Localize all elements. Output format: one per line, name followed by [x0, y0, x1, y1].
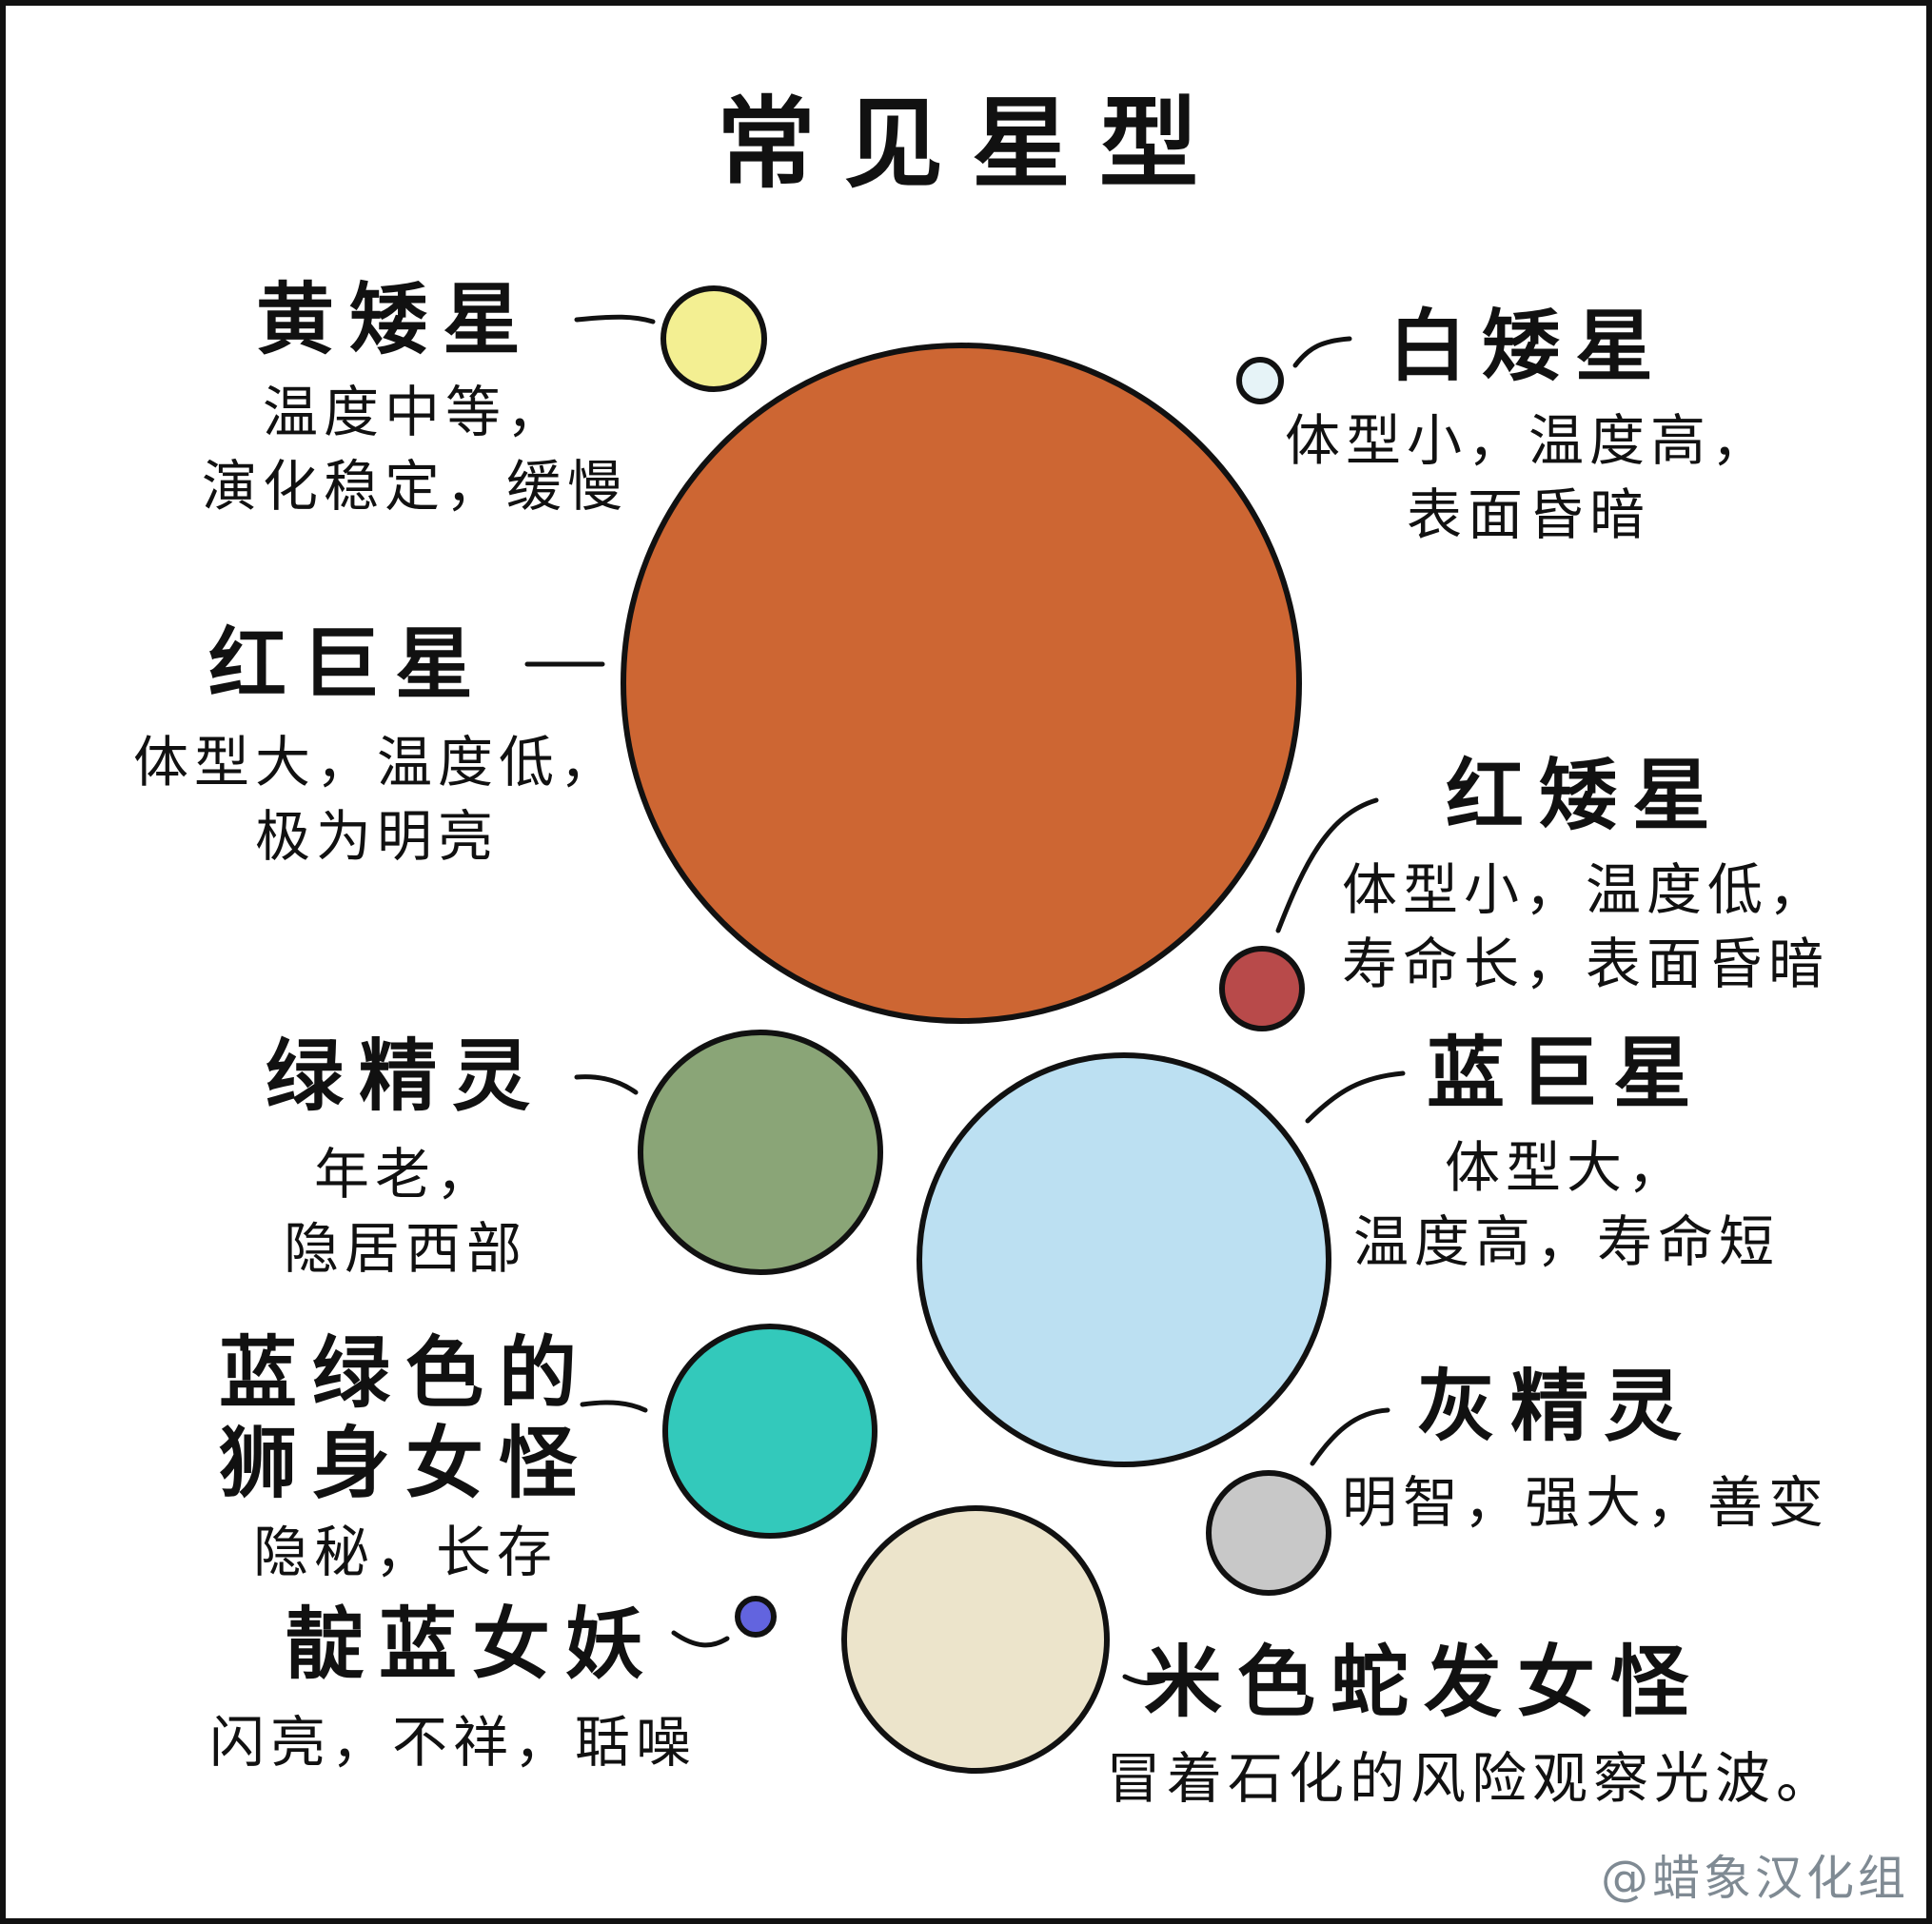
yellow-dwarf-leader: [574, 314, 656, 324]
white-dwarf-desc-1: 体型小，温度高，: [1284, 408, 1772, 473]
red-giant-circle: [621, 343, 1302, 1024]
red-giant-label: 红巨星 体型大，温度低， 极为明亮: [110, 626, 643, 874]
indigo-fairy-desc-1: 闪亮，不祥，聒噪: [208, 1710, 697, 1775]
blue-giant-desc-2: 温度高，寿命短: [1352, 1209, 1780, 1275]
beige-gorgon-label: 米色蛇发女怪 冒着石化的风险观察光波。: [1062, 1644, 1881, 1816]
green-elf-label: 绿精灵 年老， 隐居西部: [225, 1038, 586, 1286]
star-diagram: [524, 285, 1406, 1774]
white-dwarf-label: 白矮星 体型小，温度高， 表面昏暗: [1272, 308, 1785, 553]
yellow-dwarf-desc-1: 温度中等，: [262, 380, 567, 444]
teal-sphinx-circle: [662, 1324, 877, 1539]
credit-watermark: @蜡象汉化组: [1601, 1851, 1909, 1906]
red-giant-name: 红巨星: [207, 619, 488, 710]
white-dwarf-circle: [1236, 357, 1284, 404]
gray-elf-leader: [1310, 1407, 1390, 1466]
green-elf-desc-1: 年老，: [313, 1142, 497, 1207]
red-giant-desc-2: 极为明亮: [254, 804, 499, 870]
red-dwarf-desc-2: 寿命长，表面昏暗: [1341, 932, 1829, 997]
red-dwarf-circle: [1219, 946, 1305, 1031]
white-dwarf-name: 白矮星: [1388, 302, 1668, 392]
red-giant-desc-1: 体型大，温度低，: [132, 730, 621, 795]
beige-gorgon-leader: [1122, 1674, 1166, 1686]
yellow-dwarf-desc-2: 演化稳定，缓慢: [201, 454, 628, 520]
beige-gorgon-circle: [841, 1505, 1110, 1774]
blue-giant-desc-1: 体型大，: [1444, 1135, 1688, 1200]
blue-giant-label: 蓝巨星 体型大， 温度高，寿命短: [1329, 1035, 1804, 1280]
red-dwarf-name: 红矮星: [1445, 751, 1725, 841]
white-dwarf-desc-2: 表面昏暗: [1406, 482, 1650, 548]
red-dwarf-desc-1: 体型小，温度低，: [1341, 857, 1829, 922]
yellow-dwarf-label: 黄矮星 温度中等， 演化稳定，缓慢: [148, 282, 681, 524]
indigo-fairy-leader: [671, 1630, 730, 1648]
teal-sphinx-leader: [580, 1400, 648, 1413]
beige-gorgon-desc-1: 冒着石化的风险观察光波。: [1105, 1746, 1837, 1811]
green-elf-name: 绿精灵: [265, 1031, 545, 1122]
blue-giant-name: 蓝巨星: [1426, 1029, 1706, 1119]
indigo-fairy-name: 靛蓝女妖: [285, 1600, 659, 1690]
blue-giant-circle: [917, 1052, 1331, 1467]
beige-gorgon-name: 米色蛇发女怪: [1143, 1638, 1704, 1728]
indigo-fairy-circle: [735, 1596, 777, 1638]
gray-elf-name: 灰精灵: [1416, 1362, 1697, 1452]
blue-giant-leader: [1305, 1070, 1406, 1124]
teal-sphinx-name: 蓝绿色的 狮身女怪: [218, 1328, 592, 1510]
teal-sphinx-desc-1: 隐秘，长存: [253, 1520, 559, 1585]
red-dwarf-label: 红矮星 体型小，温度低， 寿命长，表面昏暗: [1310, 757, 1862, 1002]
gray-elf-label: 灰精灵 明智，强大，善变: [1338, 1368, 1833, 1540]
teal-sphinx-label: 蓝绿色的 狮身女怪 隐秘，长存: [215, 1328, 596, 1590]
indigo-fairy-label: 靛蓝女妖 闪亮，不祥，聒噪: [209, 1600, 700, 1779]
yellow-dwarf-name: 黄矮星: [255, 275, 536, 365]
page-title: 常见星型: [716, 86, 1227, 202]
green-elf-leader: [574, 1074, 639, 1095]
green-elf-desc-2: 隐居西部: [283, 1216, 527, 1282]
gray-elf-circle: [1206, 1470, 1331, 1596]
white-dwarf-leader: [1292, 336, 1352, 368]
gray-elf-desc-1: 明智，强大，善变: [1341, 1470, 1829, 1535]
red-dwarf-leader: [1275, 797, 1379, 933]
green-elf-circle: [638, 1030, 883, 1275]
yellow-dwarf-circle: [660, 285, 767, 392]
